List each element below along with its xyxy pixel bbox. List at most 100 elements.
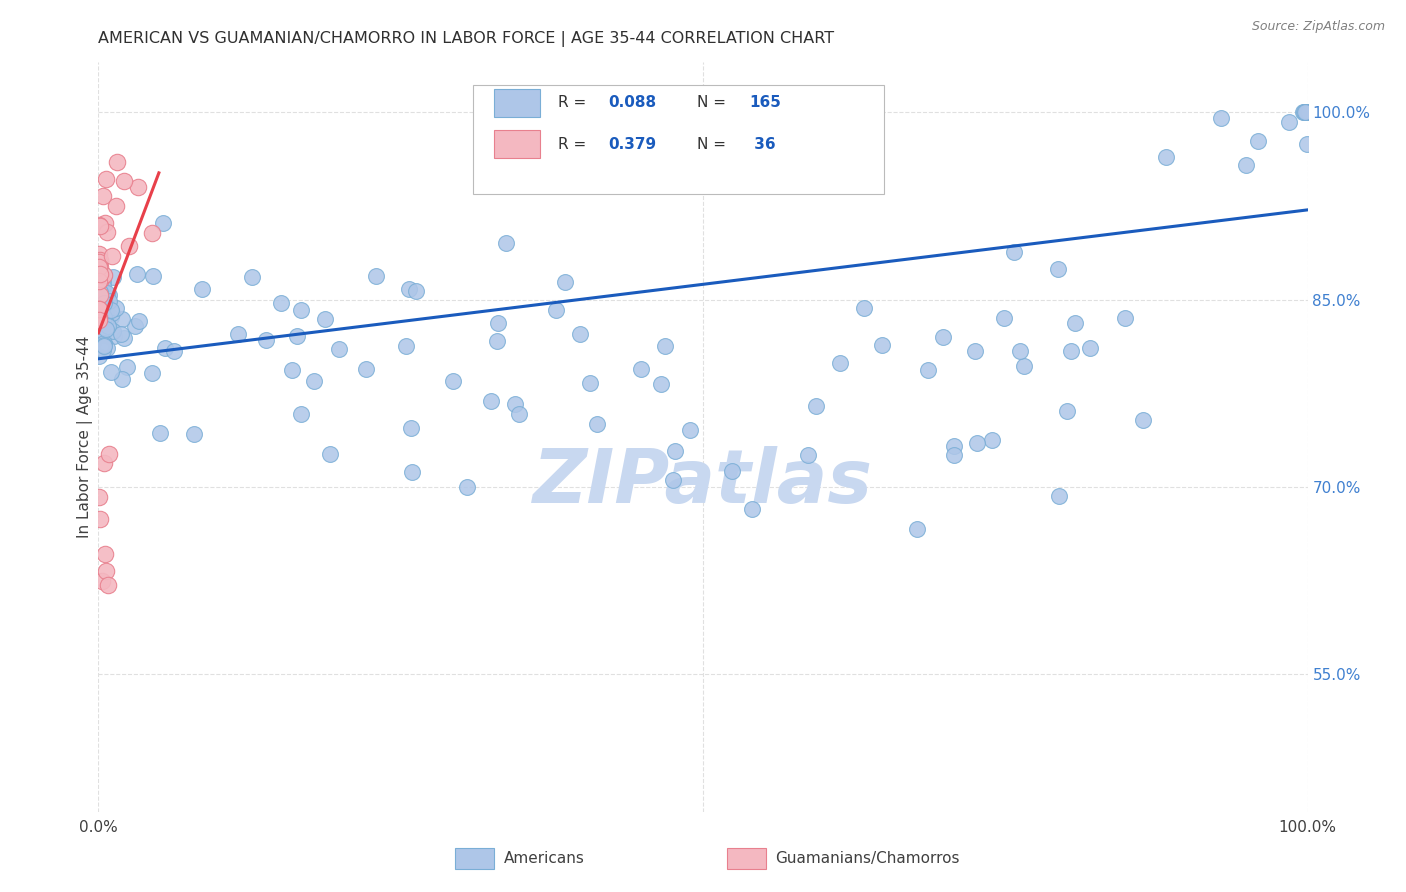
Point [1247,134,1270,148]
Text: Guamanians/Chamorros: Guamanians/Chamorros [776,851,960,865]
Point [401,465,423,479]
Point [94,564,117,578]
Point [90,336,112,351]
Point [101,306,124,320]
Point [98,447,121,461]
Point [90,284,112,298]
Point [486,334,509,349]
Point [110,326,132,341]
Point [1296,105,1319,120]
Point [943,448,966,462]
Text: Americans: Americans [503,851,585,865]
Point [804,400,827,414]
Point [1114,310,1136,325]
Point [441,374,464,388]
Point [1002,245,1025,260]
Point [93,337,115,351]
Point [89,275,111,289]
Point [90,319,112,334]
Point [650,376,672,391]
Point [93,338,115,352]
Point [89,288,111,302]
Point [285,329,308,343]
Point [1234,158,1257,172]
Point [142,269,165,284]
Point [281,363,304,377]
Point [1278,115,1301,129]
Point [1296,105,1319,120]
Point [127,179,149,194]
Text: AMERICAN VS GUAMANIAN/CHAMORRO IN LABOR FORCE | AGE 35-44 CORRELATION CHART: AMERICAN VS GUAMANIAN/CHAMORRO IN LABOR … [98,31,835,47]
Point [93,308,115,322]
Point [1296,105,1319,120]
Point [503,397,526,411]
Point [91,279,114,293]
Point [963,343,986,358]
Text: R =: R = [558,95,591,111]
Point [91,343,114,357]
Point [90,272,112,286]
Point [141,227,163,241]
Point [89,285,111,300]
Point [101,249,124,263]
Point [87,313,110,327]
Point [1295,105,1317,120]
Point [1294,105,1316,120]
Point [141,367,163,381]
Point [96,341,118,355]
Bar [494,130,540,159]
Point [399,421,422,435]
Point [1078,342,1101,356]
Point [93,339,115,353]
Text: N =: N = [697,136,731,152]
Point [1296,105,1319,120]
Point [654,339,676,353]
Point [149,426,172,441]
Point [93,268,115,283]
Point [105,199,128,213]
Point [91,188,114,202]
Point [1296,105,1319,120]
Text: ZIPatlas: ZIPatlas [533,445,873,518]
Point [93,457,115,471]
Point [105,301,128,316]
Point [1296,105,1319,120]
Point [679,423,702,437]
Point [153,341,176,355]
Point [226,326,249,341]
Text: N =: N = [697,95,731,111]
Point [91,328,114,343]
Point [1296,105,1319,120]
Point [1296,105,1319,120]
Point [93,310,115,324]
Point [486,317,509,331]
Point [163,343,186,358]
Point [89,301,111,316]
Point [93,336,115,351]
Point [100,365,122,379]
Point [1296,136,1319,151]
Text: 36: 36 [749,136,776,152]
Point [94,293,117,308]
Point [101,324,124,338]
Point [290,407,312,421]
Bar [727,847,766,869]
Point [1296,105,1319,120]
Point [111,312,134,326]
Point [578,376,600,391]
Point [240,270,263,285]
Point [405,285,427,299]
Point [87,247,110,261]
Point [112,331,135,345]
Point [1296,105,1319,120]
Point [1056,403,1078,417]
Point [1010,343,1032,358]
Point [1292,105,1315,120]
Point [1047,489,1070,503]
Point [111,372,134,386]
Point [1209,111,1232,125]
Point [870,338,893,352]
Point [98,320,121,334]
Point [94,216,117,230]
Point [94,322,117,336]
